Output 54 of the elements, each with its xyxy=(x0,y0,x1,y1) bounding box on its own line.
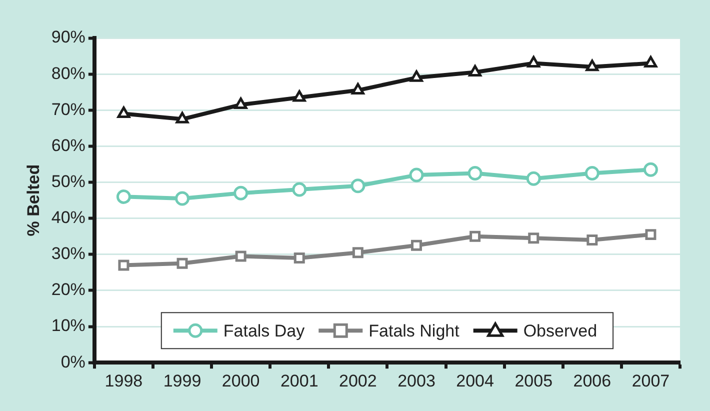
point xyxy=(176,258,188,269)
x-tick-label: 2007 xyxy=(632,371,670,390)
point xyxy=(410,70,423,82)
point xyxy=(351,83,364,95)
x-tick-label: 1998 xyxy=(104,371,143,390)
point xyxy=(117,106,130,118)
x-tick-label: 2005 xyxy=(514,371,553,390)
point xyxy=(527,56,540,68)
x-tick-label: 1999 xyxy=(163,371,202,390)
point xyxy=(643,162,658,177)
point xyxy=(292,182,307,197)
point xyxy=(175,191,190,206)
x-tick-label: 2004 xyxy=(456,371,494,390)
y-tick-label: 10% xyxy=(51,316,86,336)
point xyxy=(234,186,248,200)
y-tick-label: 60% xyxy=(51,136,86,155)
point xyxy=(409,168,424,182)
y-tick-label: 90% xyxy=(51,28,86,47)
point xyxy=(234,97,248,109)
legend-label: Fatals Night xyxy=(368,321,460,340)
point xyxy=(586,234,598,246)
point xyxy=(645,229,656,240)
point xyxy=(118,260,130,271)
x-tick-label: 2006 xyxy=(573,371,612,390)
point xyxy=(350,178,366,194)
point xyxy=(176,112,189,124)
x-tick-label: 2000 xyxy=(222,371,260,390)
legend-label: Fatals Day xyxy=(223,321,306,340)
point xyxy=(235,250,246,262)
legend-label: Observed xyxy=(523,321,598,340)
point xyxy=(292,90,306,102)
y-axis-title: % Belted xyxy=(24,164,43,236)
point xyxy=(116,189,131,204)
point xyxy=(528,232,540,244)
y-tick-label: 30% xyxy=(51,244,86,264)
point xyxy=(294,252,305,264)
point xyxy=(468,166,482,180)
y-tick-label: 50% xyxy=(51,172,86,191)
x-tick-label: 2001 xyxy=(280,371,318,390)
y-tick-label: 20% xyxy=(51,280,86,300)
y-tick-label: 0% xyxy=(60,352,86,372)
y-tick-label: 80% xyxy=(51,64,86,83)
point xyxy=(586,60,599,72)
y-tick-label: 40% xyxy=(51,208,86,228)
point xyxy=(411,240,422,251)
point xyxy=(352,247,364,258)
point xyxy=(526,171,541,186)
point xyxy=(584,166,600,180)
y-tick-label: 70% xyxy=(51,100,86,119)
x-tick-label: 2003 xyxy=(398,371,436,390)
x-tick-label: 2002 xyxy=(339,371,377,390)
point xyxy=(468,65,482,77)
point xyxy=(644,56,658,68)
point xyxy=(470,230,481,242)
